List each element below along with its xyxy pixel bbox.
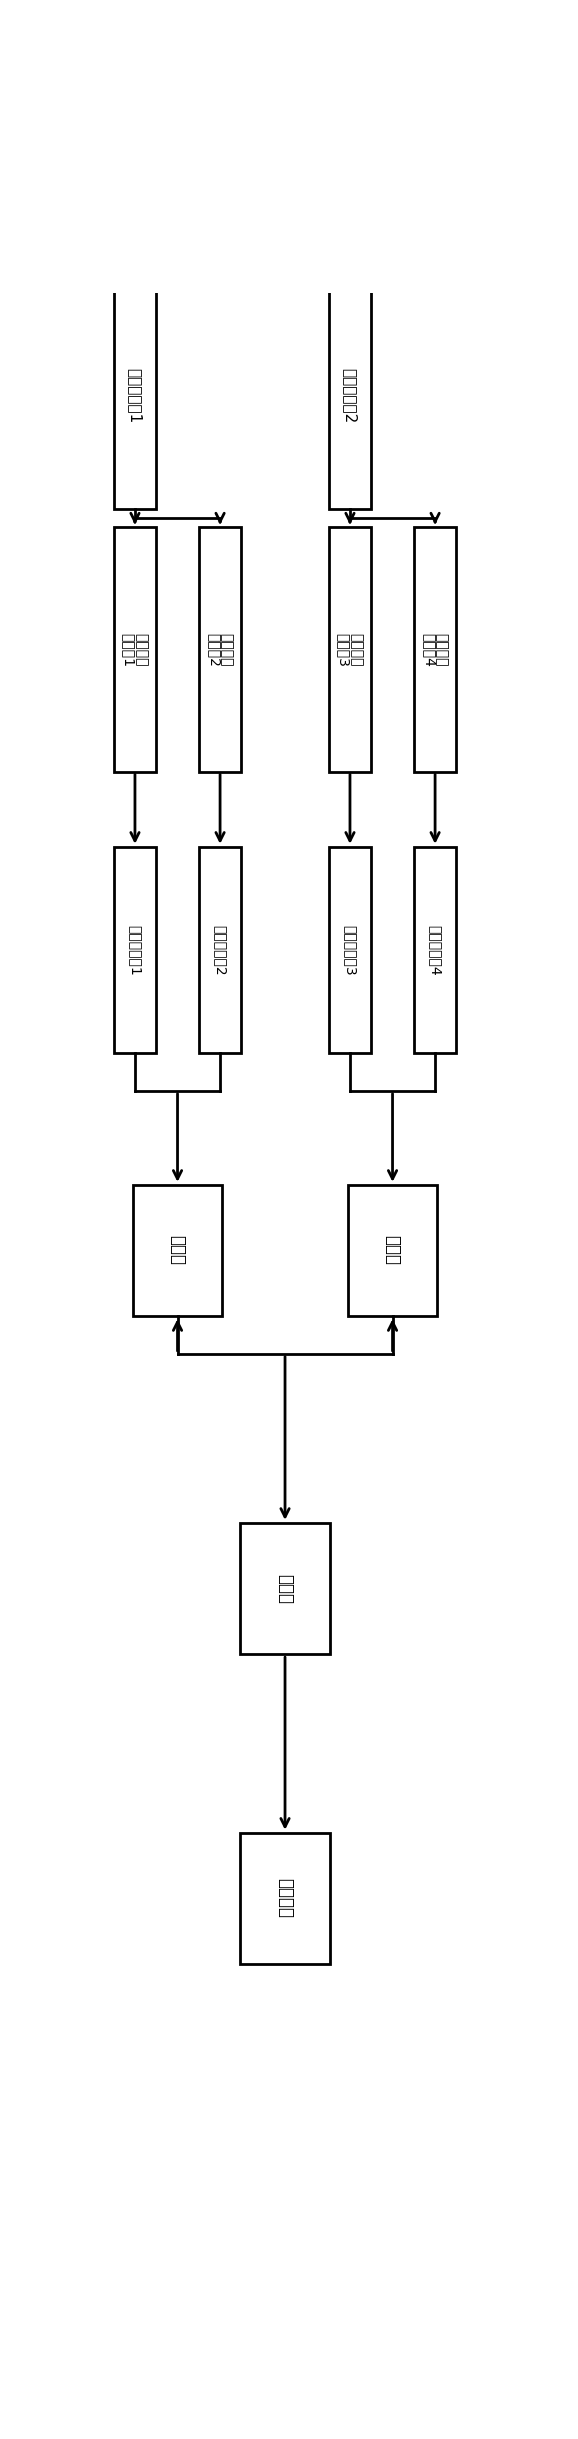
Text: 区域机: 区域机 (384, 1237, 402, 1266)
FancyBboxPatch shape (199, 846, 242, 1054)
Text: 中心机: 中心机 (276, 1573, 294, 1602)
Text: 路口信号机3: 路口信号机3 (343, 924, 357, 976)
FancyBboxPatch shape (329, 527, 371, 771)
FancyBboxPatch shape (114, 527, 156, 771)
Text: 有轨电车
信号机4: 有轨电车 信号机4 (421, 632, 449, 666)
Text: 控制平台: 控制平台 (276, 1878, 294, 1919)
FancyBboxPatch shape (199, 527, 242, 771)
FancyBboxPatch shape (348, 1185, 438, 1317)
FancyBboxPatch shape (329, 283, 371, 510)
FancyBboxPatch shape (240, 1522, 330, 1654)
Text: 有轨电车辆2: 有轨电车辆2 (343, 368, 357, 424)
FancyBboxPatch shape (133, 1185, 223, 1317)
FancyBboxPatch shape (414, 846, 457, 1054)
Text: 有轨电车
信号机1: 有轨电车 信号机1 (121, 632, 149, 666)
Text: 路口信号机2: 路口信号机2 (213, 924, 227, 976)
Text: 区域机: 区域机 (169, 1237, 187, 1266)
Text: 路口信号机4: 路口信号机4 (428, 924, 442, 976)
Text: 路口信号机1: 路口信号机1 (128, 924, 142, 976)
Text: 有轨电车辆1: 有轨电车辆1 (128, 368, 142, 424)
Text: 有轨电车
信号机2: 有轨电车 信号机2 (206, 632, 234, 666)
Text: 有轨电车
信号机3: 有轨电车 信号机3 (336, 632, 364, 666)
FancyBboxPatch shape (114, 283, 156, 510)
FancyBboxPatch shape (329, 846, 371, 1054)
FancyBboxPatch shape (414, 527, 457, 771)
FancyBboxPatch shape (240, 1832, 330, 1963)
FancyBboxPatch shape (114, 846, 156, 1054)
